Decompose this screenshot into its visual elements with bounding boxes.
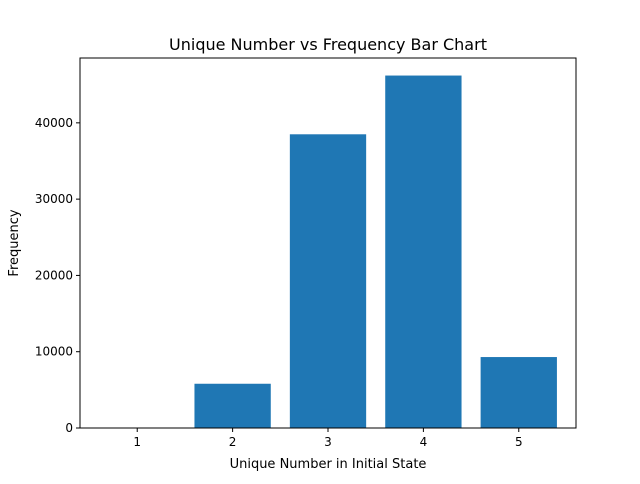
y-tick-label: 0 [65, 421, 73, 435]
bar-2 [194, 383, 271, 428]
bar-5 [480, 357, 557, 428]
x-tick-label: 2 [229, 435, 237, 449]
chart-title: Unique Number vs Frequency Bar Chart [169, 35, 487, 54]
x-axis-ticks: 1 2 3 4 5 [133, 428, 523, 449]
y-tick-label: 20000 [35, 268, 73, 282]
x-tick-label: 5 [515, 435, 523, 449]
y-tick-label: 30000 [35, 192, 73, 206]
x-tick-label: 1 [133, 435, 141, 449]
bar-4 [385, 75, 462, 429]
x-tick-label: 4 [420, 435, 428, 449]
bars [194, 75, 557, 429]
plot-frame [79, 57, 577, 429]
y-tick-label: 40000 [35, 116, 73, 130]
y-axis-label: Frequency [7, 209, 22, 276]
y-tick-label: 10000 [35, 345, 73, 359]
x-axis-label: Unique Number in Initial State [230, 457, 427, 472]
bar-3 [289, 134, 367, 428]
x-tick-label: 3 [324, 435, 332, 449]
y-axis-ticks: 0 10000 20000 30000 40000 [35, 116, 80, 435]
